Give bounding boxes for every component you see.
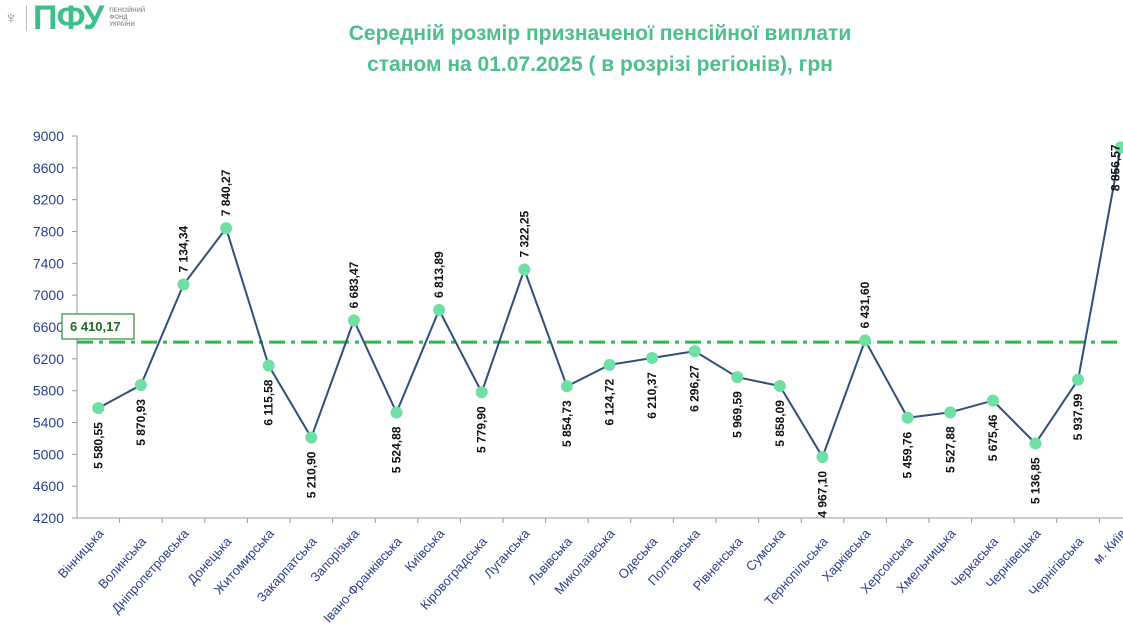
average-label: 6 410,17 xyxy=(70,319,121,334)
data-label: 5 969,59 xyxy=(730,391,744,438)
data-point xyxy=(220,222,233,235)
data-point xyxy=(859,334,872,347)
data-label: 5 854,73 xyxy=(560,400,574,447)
average-label-box xyxy=(61,313,135,340)
data-point xyxy=(92,402,105,415)
logo-abbr: ПФУ xyxy=(33,0,104,37)
y-tick-label: 5800 xyxy=(33,383,64,399)
data-label: 5 779,90 xyxy=(475,406,489,453)
data-point xyxy=(433,303,446,316)
trident-icon: ♆ xyxy=(4,8,18,28)
data-point xyxy=(347,314,360,327)
data-label: 5 527,88 xyxy=(943,426,957,473)
data-label: 8 856,57 xyxy=(1109,144,1123,191)
x-tick-label: Вінницька xyxy=(55,525,107,581)
y-tick-label: 6200 xyxy=(33,351,64,367)
y-tick-label: 7800 xyxy=(33,224,64,240)
data-point xyxy=(1114,141,1123,154)
data-point xyxy=(603,358,616,371)
data-label: 6 813,89 xyxy=(432,251,446,298)
y-tick-label: 4200 xyxy=(33,510,64,526)
data-point xyxy=(518,263,531,276)
title-line-1: Середній розмір призначеної пенсійної ви… xyxy=(348,22,852,45)
data-point xyxy=(688,345,701,358)
data-point xyxy=(305,431,318,444)
data-point xyxy=(816,450,829,463)
logo-divider xyxy=(26,5,27,31)
logo-line: УКРАЇНИ xyxy=(109,21,135,28)
data-label: 7 134,34 xyxy=(177,225,191,272)
data-label: 5 524,88 xyxy=(390,426,404,473)
data-point xyxy=(773,380,786,393)
x-tick-label: Сумська xyxy=(743,525,789,574)
y-tick-label: 6600 xyxy=(33,319,64,335)
data-point xyxy=(475,386,488,399)
data-label: 5 580,55 xyxy=(91,422,105,469)
pfu-logo: ♆ ПФУ ПЕНСІЙНИЙ ФОНД УКРАЇНИ xyxy=(0,0,145,36)
data-point xyxy=(262,359,275,372)
data-label: 7 322,25 xyxy=(517,210,531,257)
data-label: 7 840,27 xyxy=(219,169,233,216)
data-label: 4 967,10 xyxy=(816,471,830,518)
data-label: 6 124,72 xyxy=(603,379,617,426)
logo-line: ПЕНСІЙНИЙ xyxy=(109,7,146,14)
data-label: 6 683,47 xyxy=(347,261,361,308)
x-tick-label: Харківська xyxy=(819,525,874,584)
data-label: 6 115,58 xyxy=(262,379,276,425)
data-point xyxy=(134,379,147,392)
x-tick-label: Рівненська xyxy=(690,533,746,593)
data-point xyxy=(1072,373,1085,386)
data-point xyxy=(560,380,573,393)
data-label: 5 210,90 xyxy=(304,451,318,498)
logo-line: ФОНД xyxy=(109,14,128,21)
y-tick-label: 8600 xyxy=(33,160,64,176)
data-point xyxy=(1029,437,1042,450)
logo-org-name: ПЕНСІЙНИЙ ФОНД УКРАЇНИ xyxy=(109,8,145,29)
y-tick-label: 5400 xyxy=(33,415,64,431)
data-point xyxy=(901,411,914,424)
data-label: 6 296,27 xyxy=(688,365,702,412)
data-point xyxy=(944,406,957,419)
y-tick-label: 8200 xyxy=(33,192,64,208)
data-point xyxy=(177,278,190,291)
y-tick-label: 7000 xyxy=(33,287,64,303)
y-tick-label: 9000 xyxy=(33,128,64,144)
x-tick-label: м. Київ xyxy=(1090,526,1123,567)
y-tick-label: 4600 xyxy=(33,478,64,494)
chart-title: Середній розмір призначеної пенсійної ви… xyxy=(250,18,950,80)
data-label: 5 870,93 xyxy=(134,399,148,446)
data-label: 5 136,85 xyxy=(1029,457,1043,504)
data-point xyxy=(986,394,999,407)
x-tick-label: Київська xyxy=(402,525,448,574)
data-label: 6 431,60 xyxy=(858,281,872,328)
data-label: 5 858,09 xyxy=(773,400,787,447)
y-tick-label: 5000 xyxy=(33,446,64,462)
x-tick-label: Запорізька xyxy=(307,525,362,584)
data-label: 5 937,99 xyxy=(1071,393,1085,440)
y-tick-label: 7400 xyxy=(33,255,64,271)
data-point xyxy=(731,371,744,384)
data-point xyxy=(390,406,403,419)
x-tick-label: Луганська xyxy=(481,525,533,581)
data-point xyxy=(646,352,659,365)
title-line-2: станом на 01.07.2025 ( в розрізі регіоні… xyxy=(367,53,833,76)
data-label: 6 210,37 xyxy=(645,372,659,419)
data-label: 5 675,46 xyxy=(986,414,1000,461)
data-label: 5 459,76 xyxy=(901,431,915,478)
